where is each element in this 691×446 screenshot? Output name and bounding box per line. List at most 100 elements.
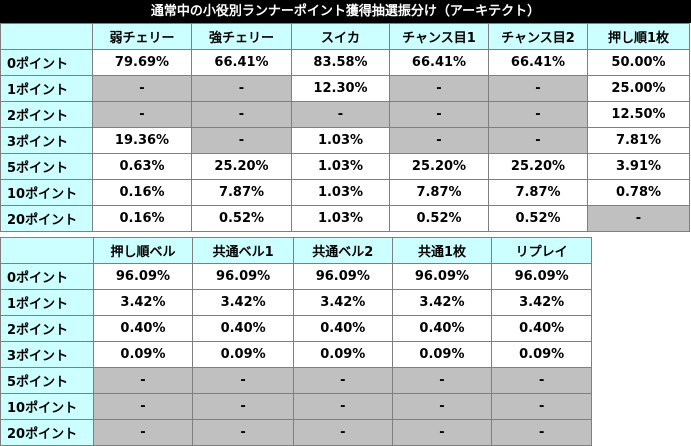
row-label: 5ポイント bbox=[0, 367, 94, 394]
row-label: 1ポイント bbox=[0, 75, 93, 102]
probability-cell: - bbox=[292, 419, 393, 446]
probability-cell: 0.09% bbox=[192, 341, 294, 368]
probability-cell: - bbox=[587, 205, 690, 232]
row-label: 2ポイント bbox=[0, 101, 93, 128]
probability-cell: - bbox=[92, 75, 192, 102]
probability-cell: 66.41% bbox=[191, 49, 292, 76]
probability-cell: 96.09% bbox=[391, 263, 493, 290]
column-header: 押し順1枚 bbox=[587, 23, 690, 50]
probability-cell: - bbox=[389, 127, 489, 154]
probability-cell: - bbox=[488, 127, 588, 154]
probability-cell: 25.20% bbox=[389, 153, 489, 180]
probability-cell: - bbox=[292, 367, 393, 394]
corner-cell bbox=[0, 237, 94, 264]
probability-cell: - bbox=[192, 419, 294, 446]
probability-cell: - bbox=[92, 367, 194, 394]
probability-cell: 7.87% bbox=[191, 179, 292, 206]
probability-cell: 25.00% bbox=[587, 75, 690, 102]
probability-cell: 0.09% bbox=[491, 341, 592, 368]
header-row: 弱チェリー 強チェリー スイカ チャンス目1 チャンス目2 押し順1枚 bbox=[0, 23, 690, 50]
probability-cell: - bbox=[192, 393, 294, 420]
probability-cell: - bbox=[191, 101, 292, 128]
probability-cell: 0.78% bbox=[587, 179, 690, 206]
probability-cell: 0.16% bbox=[92, 179, 192, 206]
probability-cell: - bbox=[389, 75, 489, 102]
probability-cell: - bbox=[391, 393, 493, 420]
probability-cell: - bbox=[291, 101, 390, 128]
row-label: 3ポイント bbox=[0, 341, 94, 368]
column-header: 共通ベル1 bbox=[192, 237, 294, 264]
row-label: 1ポイント bbox=[0, 289, 94, 316]
column-header: チャンス目1 bbox=[389, 23, 489, 50]
probability-cell: - bbox=[491, 419, 592, 446]
probability-cell: 0.09% bbox=[92, 341, 194, 368]
probability-cell: - bbox=[491, 393, 592, 420]
probability-cell: 7.87% bbox=[389, 179, 489, 206]
probability-cell: 96.09% bbox=[491, 263, 592, 290]
probability-cell: 19.36% bbox=[92, 127, 192, 154]
probability-cell: - bbox=[488, 75, 588, 102]
probability-cell: 0.40% bbox=[92, 315, 194, 342]
row-label: 20ポイント bbox=[0, 205, 93, 232]
table-row: 20ポイント 0.16% 0.52% 1.03% 0.52% 0.52% - bbox=[0, 205, 690, 232]
probability-cell: 50.00% bbox=[587, 49, 690, 76]
probability-cell: 0.40% bbox=[292, 315, 393, 342]
probability-cell: 12.30% bbox=[291, 75, 390, 102]
probability-cell: 96.09% bbox=[92, 263, 194, 290]
table-row: 3ポイント 19.36% -1.03% - -7.81% bbox=[0, 127, 690, 154]
probability-cell: 66.41% bbox=[389, 49, 489, 76]
probability-cell: 1.03% bbox=[291, 205, 390, 232]
column-header: チャンス目2 bbox=[488, 23, 588, 50]
probability-cell: 0.52% bbox=[488, 205, 588, 232]
row-label: 2ポイント bbox=[0, 315, 94, 342]
row-label: 10ポイント bbox=[0, 393, 94, 420]
corner-cell bbox=[0, 23, 93, 50]
column-header: スイカ bbox=[291, 23, 390, 50]
odds-table-bell-replay: 押し順ベル 共通ベル1 共通ベル2 共通1枚 リプレイ 0ポイント 96.09% 96.09%… bbox=[0, 237, 592, 446]
column-header: 共通ベル2 bbox=[292, 237, 393, 264]
table-row: 10ポイント 0.16% 7.87% 1.03% 7.87% 7.87% 0.78% bbox=[0, 179, 690, 206]
probability-cell: 0.16% bbox=[92, 205, 192, 232]
probability-cell: 66.41% bbox=[488, 49, 588, 76]
table-row: 20ポイント - - - - - bbox=[0, 419, 592, 446]
probability-cell: 79.69% bbox=[92, 49, 192, 76]
row-label: 5ポイント bbox=[0, 153, 93, 180]
probability-cell: - bbox=[389, 101, 489, 128]
table-row: 2ポイント - - - - -12.50% bbox=[0, 101, 690, 128]
probability-cell: 96.09% bbox=[192, 263, 294, 290]
probability-cell: 0.63% bbox=[92, 153, 192, 180]
probability-cell: 3.42% bbox=[92, 289, 194, 316]
row-label: 0ポイント bbox=[0, 49, 93, 76]
probability-cell: 1.03% bbox=[291, 127, 390, 154]
probability-cell: - bbox=[191, 127, 292, 154]
probability-cell: 3.42% bbox=[192, 289, 294, 316]
probability-cell: 3.91% bbox=[587, 153, 690, 180]
table-row: 1ポイント - -12.30% - -25.00% bbox=[0, 75, 690, 102]
row-label: 3ポイント bbox=[0, 127, 93, 154]
column-header: 強チェリー bbox=[191, 23, 292, 50]
row-label: 10ポイント bbox=[0, 179, 93, 206]
probability-cell: 0.40% bbox=[491, 315, 592, 342]
table-row: 10ポイント - - - - - bbox=[0, 393, 592, 420]
table-row: 0ポイント 96.09% 96.09% 96.09% 96.09% 96.09% bbox=[0, 263, 592, 290]
column-header: 弱チェリー bbox=[92, 23, 192, 50]
probability-cell: 0.52% bbox=[191, 205, 292, 232]
header-row: 押し順ベル 共通ベル1 共通ベル2 共通1枚 リプレイ bbox=[0, 237, 592, 264]
probability-cell: 0.52% bbox=[389, 205, 489, 232]
table-row: 3ポイント 0.09% 0.09% 0.09% 0.09% 0.09% bbox=[0, 341, 592, 368]
probability-cell: 3.42% bbox=[491, 289, 592, 316]
probability-cell: - bbox=[92, 101, 192, 128]
probability-cell: - bbox=[488, 101, 588, 128]
probability-cell: 83.58% bbox=[291, 49, 390, 76]
table-row: 0ポイント 79.69% 66.41% 83.58% 66.41% 66.41% 50.00… bbox=[0, 49, 690, 76]
table-row: 5ポイント 0.63% 25.20% 1.03% 25.20% 25.20% 3.91% bbox=[0, 153, 690, 180]
page-title: 通常中の小役別ランナーポイント獲得抽選振分け（アーキテクト） bbox=[0, 0, 691, 23]
probability-cell: 25.20% bbox=[191, 153, 292, 180]
column-header: リプレイ bbox=[491, 237, 592, 264]
probability-cell: 7.87% bbox=[488, 179, 588, 206]
probability-cell: - bbox=[92, 419, 194, 446]
row-label: 0ポイント bbox=[0, 263, 94, 290]
probability-cell: - bbox=[391, 367, 493, 394]
probability-cell: 1.03% bbox=[291, 179, 390, 206]
probability-cell: 0.40% bbox=[192, 315, 294, 342]
